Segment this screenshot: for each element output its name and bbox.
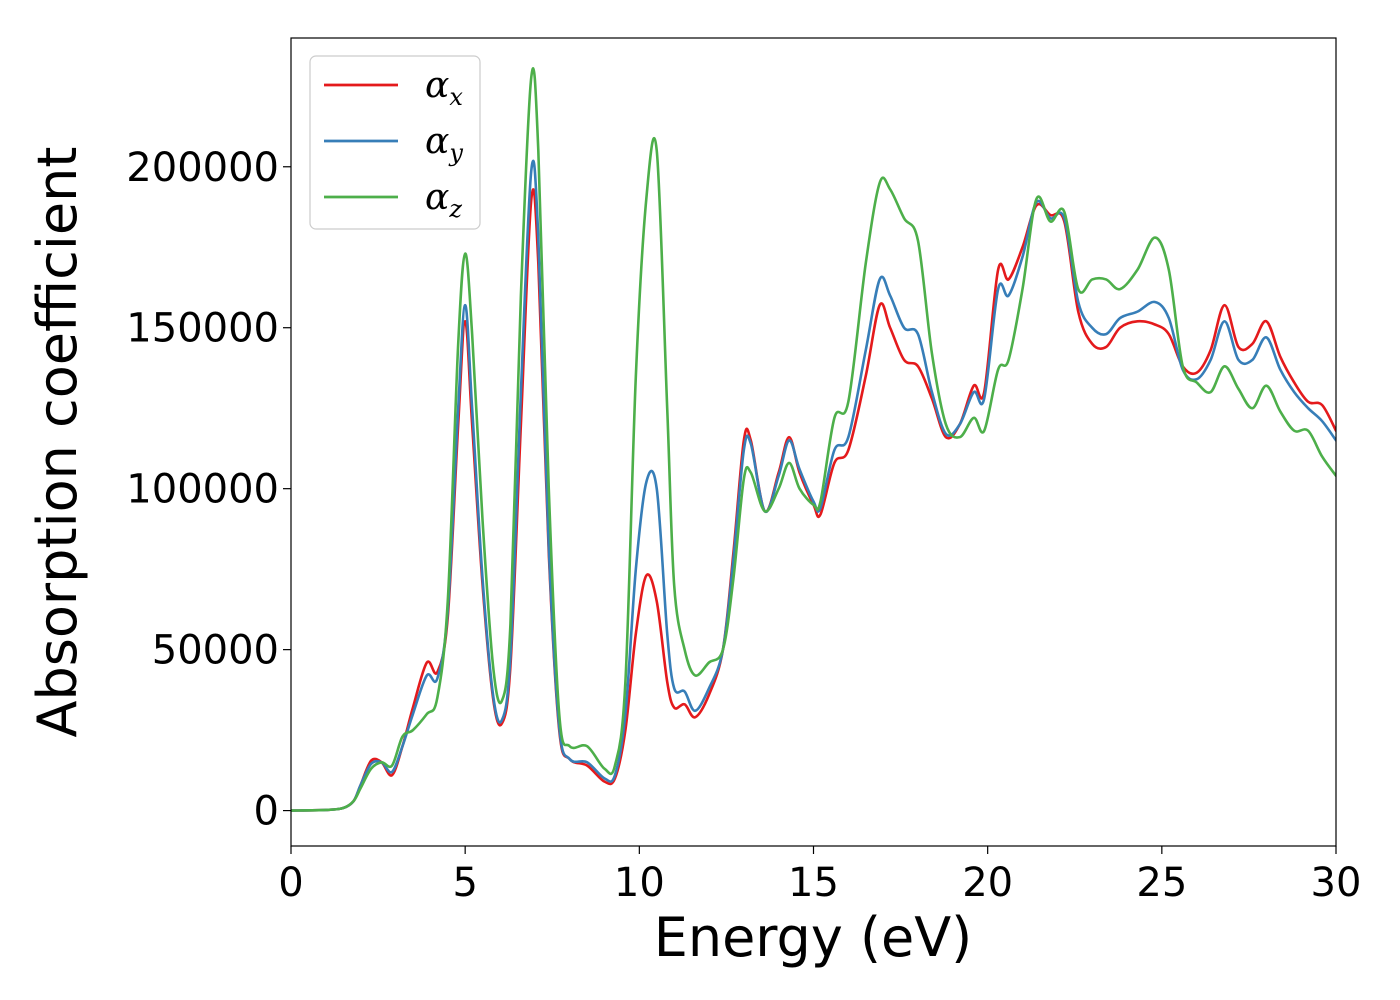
legend-box bbox=[309, 55, 481, 230]
legend: αx αy αz bbox=[309, 55, 481, 230]
x-tick-label: 0 bbox=[278, 860, 303, 906]
legend-label-alpha-z: αz bbox=[425, 177, 462, 223]
y-tick-label: 100000 bbox=[126, 467, 279, 513]
x-tick-label: 30 bbox=[1311, 860, 1362, 906]
y-axis: 0 50000 100000 150000 200000 bbox=[126, 145, 291, 835]
x-tick-label: 25 bbox=[1136, 860, 1187, 906]
x-tick-label: 20 bbox=[962, 860, 1013, 906]
y-axis-title: Absorption coefficient bbox=[26, 147, 89, 738]
legend-label-alpha-y: αy bbox=[425, 121, 463, 167]
series-line-alpha-z bbox=[291, 67, 1336, 812]
y-tick-label: 50000 bbox=[152, 628, 279, 674]
y-tick-label: 0 bbox=[254, 789, 279, 835]
x-tick-label: 5 bbox=[452, 860, 477, 906]
x-tick-label: 15 bbox=[788, 860, 839, 906]
x-tick-label: 10 bbox=[614, 860, 665, 906]
y-tick-label: 200000 bbox=[126, 145, 279, 191]
legend-label-alpha-x: αx bbox=[425, 65, 463, 111]
series-line-alpha-y bbox=[291, 159, 1336, 812]
x-axis-title: Energy (eV) bbox=[654, 906, 973, 969]
x-axis: 0 5 10 15 20 25 30 bbox=[278, 846, 1361, 906]
series-layer bbox=[291, 67, 1336, 812]
y-tick-label: 150000 bbox=[126, 306, 279, 352]
